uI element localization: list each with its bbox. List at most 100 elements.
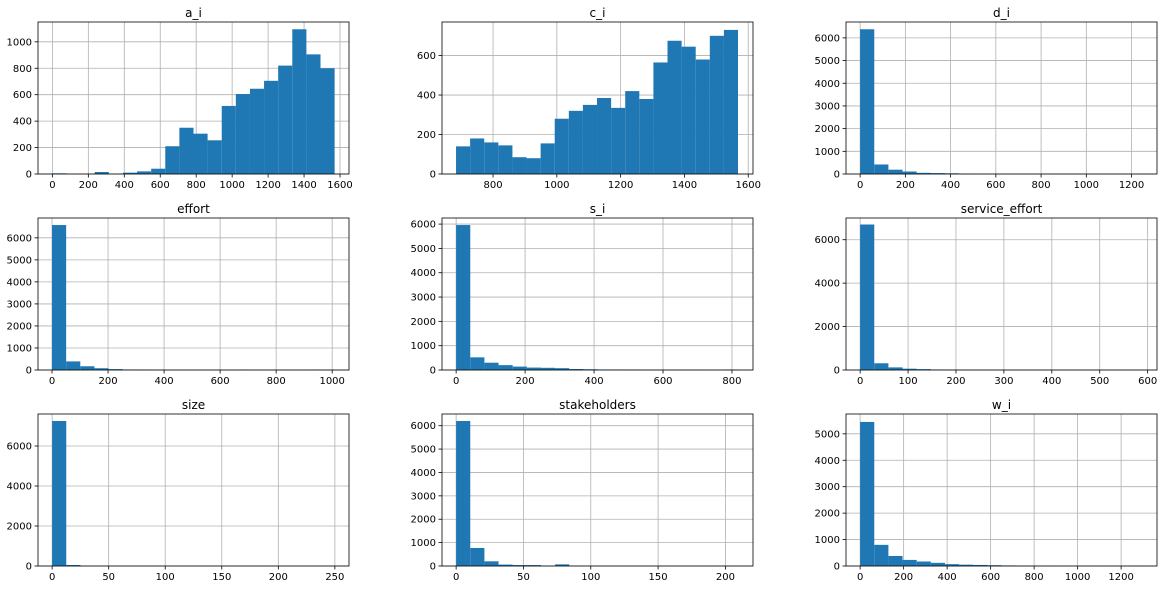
y-tick-label: 0: [26, 170, 32, 181]
plot-area: [442, 218, 753, 370]
y-tick-label: 6000: [815, 33, 840, 44]
bar: [888, 555, 903, 566]
x-tick-label: 600: [653, 376, 672, 387]
bar: [930, 562, 945, 566]
bar: [320, 68, 335, 174]
chart-title: effort: [177, 202, 210, 216]
x-tick-label: 1000: [319, 376, 344, 387]
y-tick-label: 4000: [815, 79, 840, 90]
bar: [902, 171, 917, 174]
x-tick-label: 400: [941, 180, 960, 191]
y-tick-label: 2000: [7, 321, 32, 332]
x-tick-label: 800: [722, 376, 741, 387]
y-tick-label: 200: [417, 130, 436, 141]
x-tick-label: 0: [49, 180, 55, 191]
bar: [292, 29, 307, 175]
bar: [611, 107, 626, 174]
x-tick-label: 200: [79, 180, 98, 191]
y-tick-label: 1000: [7, 343, 32, 354]
x-tick-label: 1400: [672, 180, 697, 191]
x-tick-label: 200: [894, 572, 913, 583]
y-tick-label: 2000: [7, 522, 32, 533]
bar: [554, 118, 569, 174]
bar: [498, 365, 513, 370]
plot-area: [846, 22, 1157, 174]
x-tick-label: 150: [649, 572, 668, 583]
x-tick-label: 0: [49, 572, 55, 583]
bar: [569, 369, 584, 370]
bar: [470, 357, 485, 370]
x-tick-label: 200: [98, 376, 117, 387]
x-tick-label: 0: [453, 376, 459, 387]
y-tick-label: 4000: [815, 279, 840, 290]
bar: [179, 127, 194, 174]
x-tick-label: 0: [49, 376, 55, 387]
x-tick-label: 1200: [608, 180, 633, 191]
chart-title: size: [182, 398, 205, 412]
bar: [916, 172, 931, 174]
x-tick-label: 1200: [1119, 180, 1144, 191]
bar: [916, 369, 931, 370]
bar: [512, 565, 527, 566]
x-tick-label: 150: [212, 572, 231, 583]
y-tick-label: 2000: [815, 322, 840, 333]
plot-frame: [845, 21, 1158, 175]
plot-frame: [441, 413, 754, 567]
bar: [653, 62, 668, 175]
y-tick-label: 3000: [411, 293, 436, 304]
y-tick-label: 1000: [815, 535, 840, 546]
bar: [874, 544, 889, 566]
bar: [709, 35, 724, 175]
x-tick-label: 600: [211, 376, 230, 387]
y-tick-label: 0: [834, 562, 840, 573]
x-tick-label: 1000: [544, 180, 569, 191]
bar: [874, 363, 889, 370]
bar: [470, 547, 485, 566]
x-tick-label: 50: [102, 572, 115, 583]
bar: [860, 29, 875, 174]
bar: [888, 367, 903, 370]
chart-title: d_i: [993, 6, 1010, 20]
y-tick-label: 400: [417, 91, 436, 102]
bar: [526, 565, 541, 566]
y-tick-label: 6000: [815, 235, 840, 246]
x-tick-label: 300: [994, 376, 1013, 387]
bar: [484, 142, 499, 174]
x-tick-label: 600: [986, 180, 1005, 191]
plot-area: [846, 414, 1157, 566]
y-tick-label: 600: [13, 90, 32, 101]
plot-frame: [441, 21, 754, 175]
x-tick-label: 250: [325, 572, 344, 583]
chart-title: s_i: [590, 202, 606, 216]
y-tick-label: 4000: [411, 268, 436, 279]
bar: [526, 367, 541, 370]
bar: [888, 169, 903, 174]
x-tick-label: 600: [981, 572, 1000, 583]
plot-area: [38, 414, 349, 566]
bar: [456, 146, 471, 174]
x-tick-label: 400: [1042, 376, 1061, 387]
bar: [973, 564, 988, 566]
bar: [66, 565, 81, 566]
x-tick-label: 600: [151, 180, 170, 191]
bar: [52, 421, 67, 566]
chart-title: service_effort: [961, 202, 1043, 216]
x-tick-label: 1600: [735, 180, 760, 191]
y-tick-label: 2000: [411, 515, 436, 526]
bar: [80, 366, 95, 370]
bar: [456, 421, 471, 566]
plot-frame: [845, 217, 1158, 371]
y-tick-label: 3000: [815, 101, 840, 112]
bar: [221, 105, 236, 174]
plot-frame: [441, 217, 754, 371]
x-tick-label: 1000: [1065, 572, 1090, 583]
x-tick-label: 1200: [1108, 572, 1133, 583]
bar: [681, 46, 696, 174]
x-tick-label: 200: [896, 180, 915, 191]
bar: [959, 564, 974, 566]
bar: [165, 146, 180, 174]
bar: [108, 369, 123, 370]
x-tick-label: 400: [155, 376, 174, 387]
